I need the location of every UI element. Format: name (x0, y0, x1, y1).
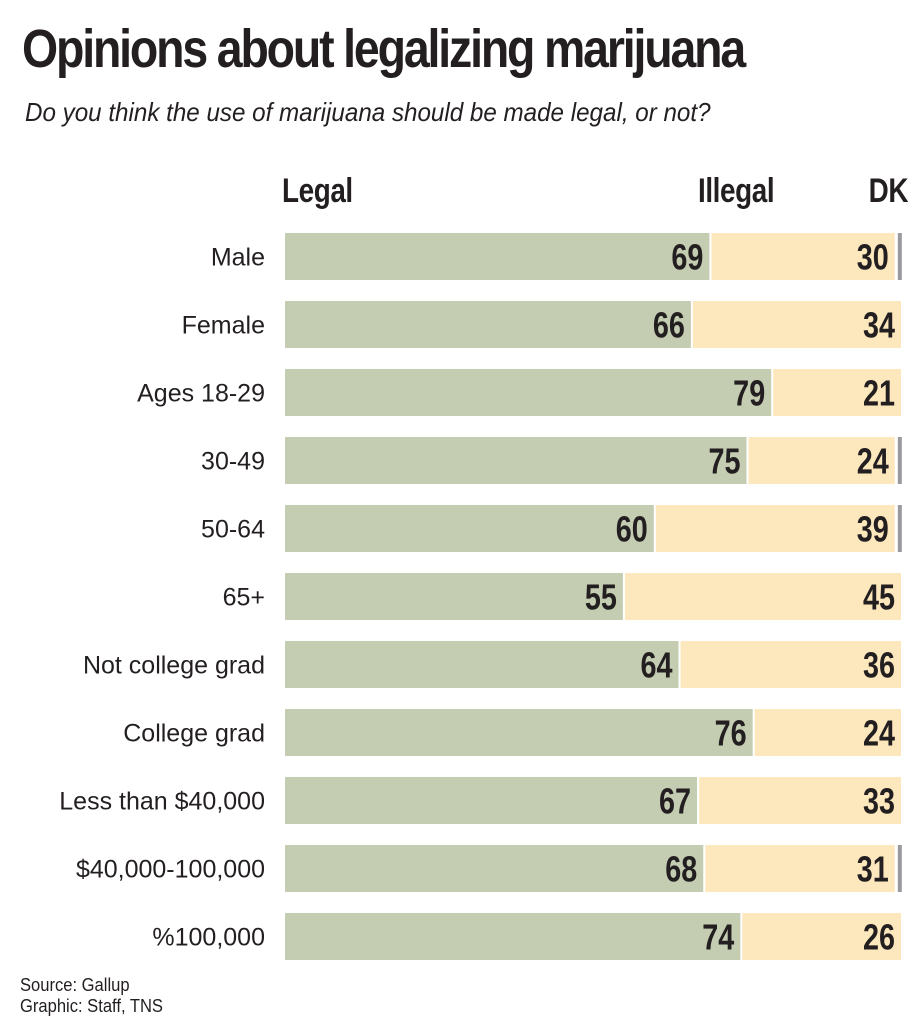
category-label: Male (211, 244, 265, 272)
bar-row: Not college grad 64 36 (83, 641, 901, 688)
bar-row: Ages 18-29 79 21 (137, 369, 901, 416)
category-label: Female (182, 312, 265, 340)
category-label: College grad (123, 720, 265, 748)
value-label-legal: 67 (659, 780, 691, 821)
bar-legal (285, 233, 710, 280)
bar-illegal (692, 301, 901, 348)
chart-title: Opinions about legalizing marijuana (22, 19, 746, 79)
value-label-legal: 69 (671, 236, 703, 277)
bar-illegal (773, 369, 901, 416)
value-label-illegal: 31 (857, 848, 889, 889)
bar-row: Male 69 30 (211, 233, 902, 280)
value-label-illegal: 26 (863, 916, 895, 957)
bar-row: Less than $40,000 67 33 (59, 777, 901, 824)
category-label: 50-64 (201, 516, 265, 544)
bar-row: 50-64 60 39 (201, 505, 902, 552)
bar-row: $40,000-100,000 68 31 (76, 845, 902, 892)
bar-row: 30-49 75 24 (201, 437, 902, 484)
bar-illegal (624, 573, 901, 620)
bar-legal (285, 777, 698, 824)
credit-note: Graphic: Staff, TNS (20, 996, 163, 1016)
bar-legal (285, 913, 741, 960)
legend-legal: Legal (282, 172, 353, 210)
bar-illegal (754, 709, 901, 756)
bar-legal (285, 573, 623, 620)
bar-illegal (655, 505, 895, 552)
category-label: $40,000-100,000 (76, 856, 265, 884)
value-label-legal: 76 (715, 712, 747, 753)
value-label-legal: 75 (708, 440, 740, 481)
chart-subtitle: Do you think the use of marijuana should… (25, 97, 711, 127)
bar-illegal (711, 233, 895, 280)
category-label: 65+ (223, 584, 265, 612)
category-label: Ages 18-29 (137, 380, 265, 408)
bar-legal (285, 301, 691, 348)
category-label: 30-49 (201, 448, 265, 476)
bar-illegal (742, 913, 901, 960)
bar-illegal (748, 437, 895, 484)
category-label: %100,000 (152, 924, 265, 952)
bar-illegal (705, 845, 895, 892)
value-label-legal: 74 (702, 916, 734, 957)
bar-dk (897, 437, 902, 484)
bar-legal (285, 369, 772, 416)
value-label-illegal: 34 (863, 304, 895, 345)
value-label-legal: 60 (616, 508, 648, 549)
bar-dk (897, 505, 902, 552)
bar-row: Female 66 34 (182, 301, 901, 348)
bar-legal (285, 505, 654, 552)
bar-illegal (699, 777, 901, 824)
value-label-illegal: 24 (863, 712, 895, 753)
category-label: Not college grad (83, 652, 265, 680)
value-label-legal: 66 (653, 304, 685, 345)
value-label-illegal: 39 (857, 508, 889, 549)
bar-legal (285, 437, 747, 484)
bar-illegal (680, 641, 901, 688)
bar-row: %100,000 74 26 (152, 913, 901, 960)
value-label-legal: 79 (733, 372, 765, 413)
value-label-legal: 68 (665, 848, 697, 889)
bar-legal (285, 709, 753, 756)
value-label-illegal: 21 (863, 372, 895, 413)
bar-dk (897, 233, 902, 280)
bar-row: 65+ 55 45 (223, 573, 901, 620)
value-label-legal: 64 (640, 644, 672, 685)
legend-illegal: Illegal (698, 172, 775, 210)
value-label-illegal: 45 (863, 576, 895, 617)
value-label-illegal: 24 (857, 440, 889, 481)
value-label-legal: 55 (585, 576, 617, 617)
category-label: Less than $40,000 (59, 788, 265, 816)
legend-dk: DK (868, 172, 909, 210)
value-label-illegal: 30 (857, 236, 889, 277)
bar-dk (897, 845, 902, 892)
value-label-illegal: 36 (863, 644, 895, 685)
chart-footer: Source: Gallup Graphic: Staff, TNS (20, 975, 163, 1017)
bar-row: College grad 76 24 (123, 709, 901, 756)
bar-legal (285, 845, 704, 892)
source-note: Source: Gallup (20, 975, 130, 995)
bar-legal (285, 641, 679, 688)
value-label-illegal: 33 (863, 780, 895, 821)
